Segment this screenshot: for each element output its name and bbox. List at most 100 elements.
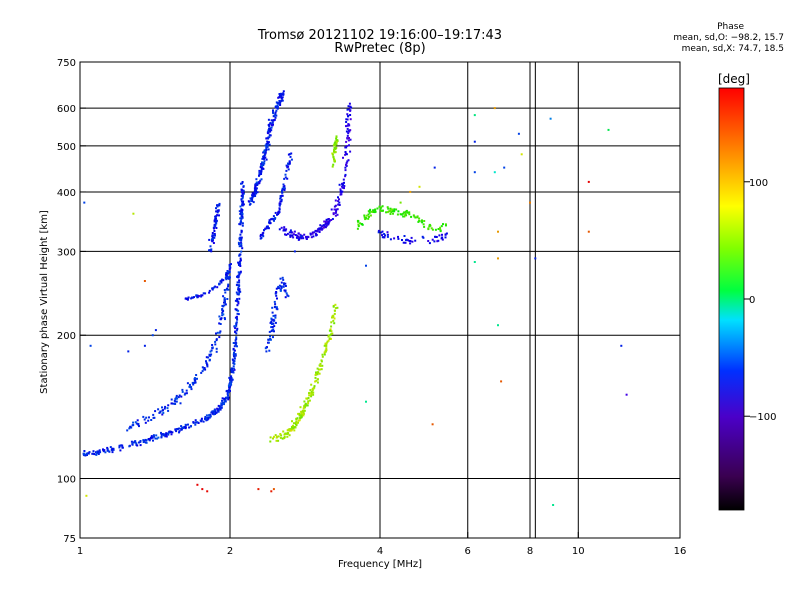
data-point [386,233,389,236]
data-point [238,273,241,276]
data-point [325,342,328,345]
data-point [240,220,242,223]
data-point [493,171,496,174]
data-point [143,418,146,421]
data-point [223,304,226,307]
data-point [280,198,283,201]
data-point [227,285,230,288]
data-point [236,284,239,287]
data-point [404,241,407,244]
data-point [219,323,222,325]
data-point [293,426,296,429]
data-point [202,368,205,371]
data-point [314,380,317,383]
data-point [268,125,271,128]
data-point [223,301,226,304]
data-point [277,213,280,216]
data-point [307,397,310,399]
data-point [281,191,284,194]
data-point [344,173,347,176]
data-point [310,383,313,386]
data-point [239,205,242,208]
data-point [300,414,303,417]
data-point [106,446,109,449]
data-point [165,435,168,438]
grid [80,62,680,538]
data-point [195,421,197,424]
data-point [497,230,499,233]
data-point [238,288,241,291]
data-point [265,146,268,149]
data-point [320,228,323,231]
colorbar-tick-label: 0 [749,295,755,306]
data-point [237,302,240,305]
data-point [323,226,325,229]
data-point [240,208,243,211]
data-point [331,316,333,319]
data-point [279,433,282,435]
data-point [439,228,441,231]
data-point [291,420,293,423]
data-point [587,180,590,183]
data-point [305,238,308,240]
data-point [265,149,268,151]
data-point [412,214,415,217]
data-point [270,317,273,320]
data-point [497,324,499,327]
data-point [232,360,235,363]
data-point [235,332,238,335]
data-point [278,93,281,95]
data-point [102,448,104,451]
data-point [387,210,390,213]
data-point [296,417,299,420]
data-point [223,300,226,303]
data-point [254,185,257,188]
data-point [215,222,218,225]
data-point [345,140,348,143]
data-point [282,430,285,433]
x-tick-label: 2 [227,546,233,557]
data-point [273,325,276,328]
data-point [334,143,337,146]
data-point [625,393,628,396]
data-point [301,410,304,413]
data-point [277,439,280,442]
data-point [279,196,282,199]
data-point [404,212,407,215]
data-point [142,415,145,418]
data-point [206,363,209,366]
data-point [286,177,289,180]
data-point [229,382,232,385]
data-point [221,308,224,310]
data-point [346,108,349,111]
data-point [218,336,221,339]
data-points [82,90,628,506]
data-point [215,339,218,342]
data-point [160,434,163,437]
data-point [167,404,170,407]
data-point [333,151,336,154]
data-point [273,300,276,303]
data-point [314,374,317,376]
data-point [228,277,230,280]
data-point [273,219,275,222]
data-point [83,201,86,204]
data-point [161,406,163,409]
data-point [365,264,367,267]
data-point [211,238,213,241]
data-point [185,389,188,392]
data-point [143,344,146,347]
x-axis: 1 2 4 6 8 10 16 [77,532,686,557]
data-point [234,331,237,334]
data-point [384,234,387,237]
data-point [239,233,242,236]
data-point [241,197,244,200]
data-point [223,402,225,405]
data-point [409,242,412,245]
data-point [83,450,86,452]
data-point [213,232,216,235]
data-point [321,364,324,367]
data-point [218,204,221,207]
data-point [237,286,240,289]
